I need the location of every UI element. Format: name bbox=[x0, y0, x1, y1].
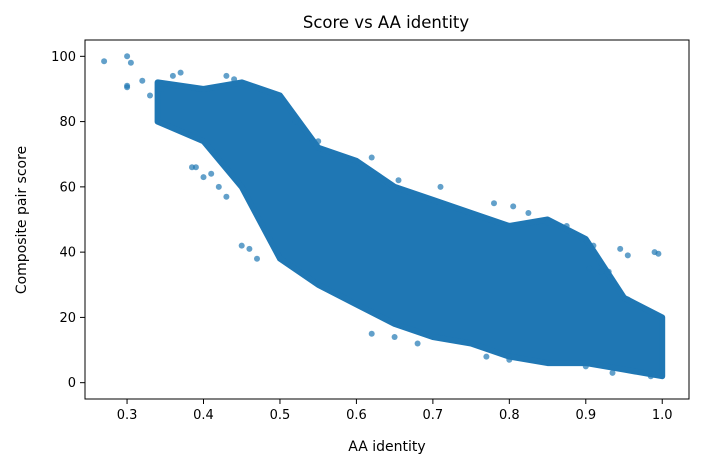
scatter-point bbox=[605, 268, 612, 275]
y-axis-ticks: 0 20 40 60 80 100 bbox=[51, 50, 85, 391]
scatter-point bbox=[246, 245, 253, 252]
scatter-point bbox=[215, 183, 222, 190]
plot-area-frame bbox=[84, 39, 690, 400]
y-tick-label: 100 bbox=[51, 50, 76, 65]
y-tick-label: 0 bbox=[68, 376, 76, 391]
scatter-point bbox=[231, 76, 238, 83]
scatter-point bbox=[391, 334, 398, 340]
scatter-point bbox=[491, 200, 497, 207]
chart-title: Score vs AA identity bbox=[303, 13, 470, 32]
scatter-point bbox=[292, 118, 299, 125]
scatter-point bbox=[238, 242, 245, 249]
scatter-point bbox=[414, 340, 421, 347]
scatter-point bbox=[586, 265, 593, 272]
y-tick-label: 20 bbox=[59, 311, 76, 326]
scatter-point bbox=[192, 164, 199, 171]
y-tick-label: 60 bbox=[59, 180, 76, 195]
scatter-point bbox=[395, 177, 402, 184]
x-tick-label: 0.6 bbox=[346, 408, 367, 423]
scatter-point bbox=[624, 252, 631, 259]
scatter-point bbox=[177, 69, 184, 76]
scatter-point bbox=[609, 369, 616, 376]
scatter-point bbox=[124, 82, 131, 89]
x-tick-label: 0.3 bbox=[117, 408, 138, 423]
scatter-point bbox=[127, 59, 134, 66]
scatter-point bbox=[147, 92, 153, 99]
scatter-point bbox=[254, 255, 260, 262]
scatter-point bbox=[624, 296, 631, 303]
x-tick-label: 0.4 bbox=[193, 408, 214, 423]
scatter-point bbox=[617, 245, 624, 252]
scatter-point bbox=[208, 170, 215, 177]
scatter-point bbox=[158, 86, 165, 92]
scatter-point bbox=[315, 138, 322, 145]
scatter-point bbox=[647, 373, 654, 380]
scatter-point bbox=[242, 82, 249, 89]
density-region bbox=[154, 79, 666, 380]
x-axis-title: AA identity bbox=[348, 439, 425, 455]
density-cloud bbox=[154, 79, 666, 380]
scatter-point bbox=[506, 356, 513, 363]
scatter-point bbox=[223, 193, 230, 200]
scatter-point bbox=[655, 250, 662, 257]
y-tick-label: 40 bbox=[59, 246, 76, 261]
x-tick-label: 0.8 bbox=[499, 408, 520, 423]
scatter-point bbox=[368, 330, 375, 337]
scatter-point bbox=[582, 363, 589, 370]
scatter-point bbox=[544, 219, 551, 226]
scatter-point bbox=[563, 223, 570, 229]
scatter-point bbox=[598, 268, 605, 275]
x-tick-label: 0.5 bbox=[270, 408, 291, 423]
x-tick-label: 1.0 bbox=[652, 408, 673, 423]
scatter-point bbox=[223, 72, 230, 79]
scatter-points bbox=[101, 53, 662, 380]
x-tick-label: 0.9 bbox=[575, 408, 596, 423]
scatter-point bbox=[101, 58, 108, 65]
scatter-point bbox=[169, 72, 176, 79]
x-tick-label: 0.7 bbox=[423, 408, 444, 423]
x-axis-ticks: 0.3 0.4 0.5 0.6 0.7 0.8 0.9 1.0 bbox=[117, 399, 673, 423]
scatter-point bbox=[525, 210, 532, 216]
scatter-point bbox=[124, 53, 131, 60]
scatter-point bbox=[368, 154, 375, 161]
y-tick-label: 80 bbox=[59, 115, 76, 130]
scatter-point bbox=[437, 183, 444, 190]
scatter-point bbox=[655, 369, 662, 376]
scatter-point bbox=[200, 174, 207, 181]
scatter-point bbox=[139, 77, 146, 84]
scatter-point bbox=[579, 236, 585, 243]
scatter-point bbox=[590, 242, 597, 249]
scatter-point bbox=[510, 203, 517, 210]
scatter-point bbox=[483, 353, 490, 360]
y-axis-title: Composite pair score bbox=[14, 146, 30, 294]
